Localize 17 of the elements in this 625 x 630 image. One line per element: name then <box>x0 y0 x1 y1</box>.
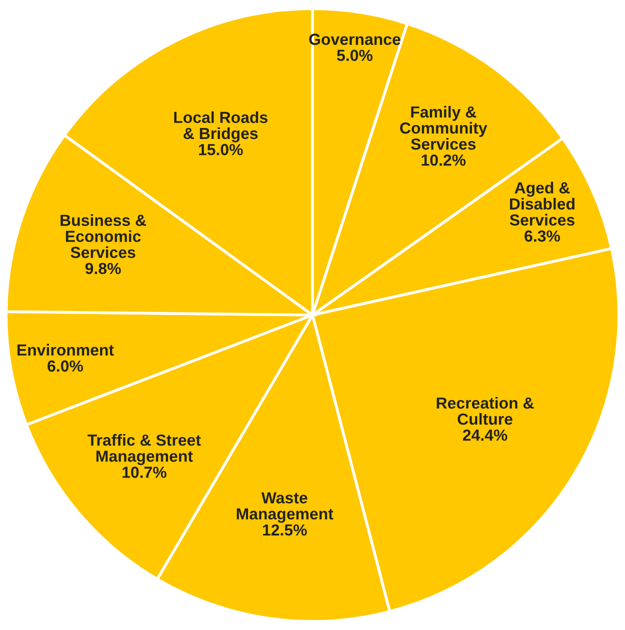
slice-label: Recreation & Culture <box>436 396 534 425</box>
slice-label: Waste Management <box>236 492 334 523</box>
data-label: 9.8% <box>85 262 121 274</box>
data-label: 6.3% <box>524 230 560 242</box>
data-label: 10.7% <box>122 466 166 478</box>
data-label: 6.0% <box>48 360 84 372</box>
data-label: 15.0% <box>198 144 243 156</box>
slice-label: Aged & Disabled Services <box>510 182 574 226</box>
data-label: 12.5% <box>262 524 307 536</box>
slice-label: Business & Economic Services <box>60 214 146 258</box>
slice-label: Environment <box>17 344 114 356</box>
data-label: 10.2% <box>422 154 466 166</box>
slice-label: Traffic & Street Management <box>88 434 201 466</box>
slice-label: Family & Community Services <box>400 106 488 150</box>
data-label: 5.0% <box>337 50 372 62</box>
slice-label: Local Roads & Bridges <box>174 111 268 142</box>
data-label: 24.4% <box>462 430 508 441</box>
